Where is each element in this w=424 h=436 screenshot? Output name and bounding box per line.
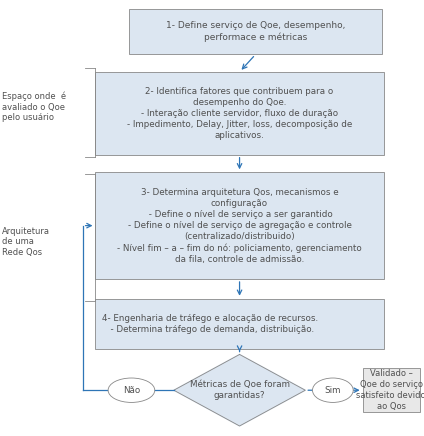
Text: 1- Define serviço de Qoe, desempenho,
performace e métricas: 1- Define serviço de Qoe, desempenho, pe… <box>166 21 345 42</box>
Text: Arquitetura
de uma
Rede Qos: Arquitetura de uma Rede Qos <box>2 227 50 257</box>
Ellipse shape <box>312 378 353 402</box>
Ellipse shape <box>108 378 155 402</box>
Text: 4- Engenharia de tráfego e alocação de recursos.
  - Determina tráfego de demand: 4- Engenharia de tráfego e alocação de r… <box>102 313 318 334</box>
FancyBboxPatch shape <box>95 72 384 155</box>
Text: 3- Determina arquitetura Qos, mecanismos e
configuração
 - Define o nível de ser: 3- Determina arquitetura Qos, mecanismos… <box>117 187 362 264</box>
Text: 2- Identifica fatores que contribuem para o
desempenho do Qoe.
- Interação clien: 2- Identifica fatores que contribuem par… <box>127 87 352 140</box>
Text: Sim: Sim <box>325 386 341 395</box>
FancyBboxPatch shape <box>95 299 384 349</box>
Polygon shape <box>174 354 305 426</box>
Text: Métricas de Qoe foram
garantidas?: Métricas de Qoe foram garantidas? <box>190 380 290 400</box>
FancyBboxPatch shape <box>129 9 382 54</box>
FancyBboxPatch shape <box>363 368 420 412</box>
Text: Validado –
Qoe do serviço
satisfeito devido
ao Qos: Validado – Qoe do serviço satisfeito dev… <box>356 369 424 412</box>
Text: Não: Não <box>123 386 140 395</box>
Text: Espaço onde  é
avaliado o Qoe
pelo usuário: Espaço onde é avaliado o Qoe pelo usuári… <box>2 92 66 122</box>
FancyBboxPatch shape <box>95 172 384 279</box>
